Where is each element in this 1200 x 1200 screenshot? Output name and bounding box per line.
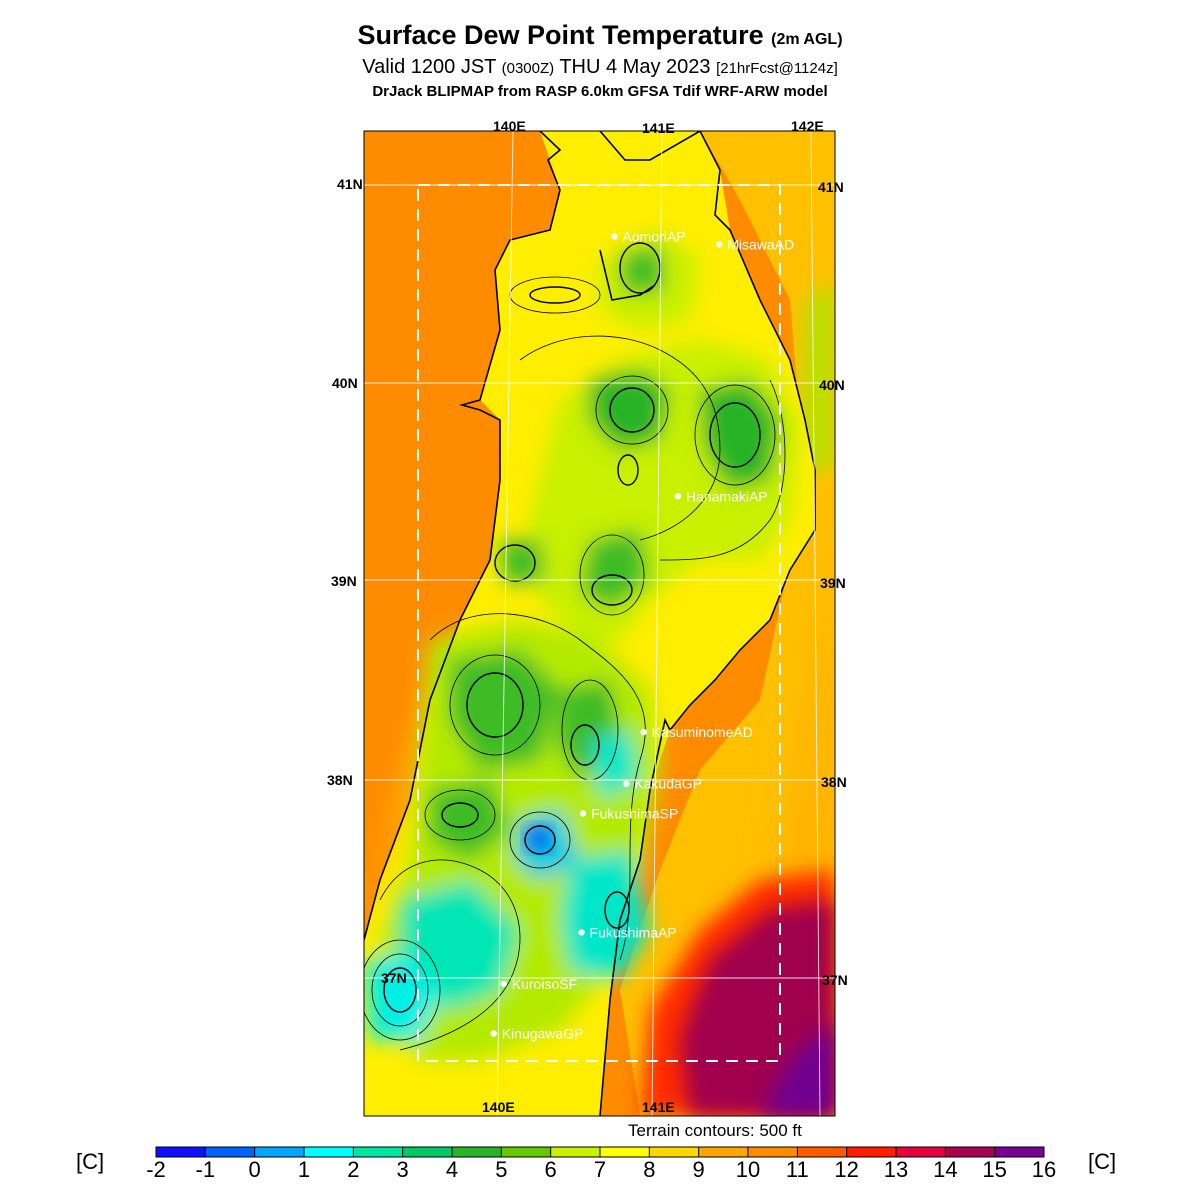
valid-date: THU 4 May 2023: [559, 56, 711, 78]
terrain-contours: [364, 242, 786, 1051]
station-label: HanamakiAP: [686, 488, 768, 504]
lon-label-140e-top: 140E: [493, 118, 526, 134]
terrain-note: Terrain contours: 500 ft: [628, 1121, 802, 1140]
station-marker: [640, 728, 647, 736]
station-label: KinugawaGP: [502, 1026, 584, 1042]
colorbar-tick-label: 15: [982, 1157, 1007, 1182]
station-marker: [674, 493, 682, 500]
lat-label-39n-left: 39N: [331, 573, 357, 589]
colorbar-tick-label: 2: [347, 1157, 360, 1182]
colorbar-tick-label: 10: [735, 1157, 761, 1182]
colorbar-unit-left: [C]: [76, 1149, 105, 1174]
station-label: KakudaGP: [634, 776, 702, 792]
station-label: MisawaAD: [727, 236, 794, 252]
colorbar-swatch: [452, 1147, 502, 1157]
colorbar-swatch: [501, 1147, 552, 1157]
colorbar-swatch: [896, 1147, 946, 1157]
colorbar-swatch: [748, 1147, 798, 1157]
plot-frame: [363, 130, 836, 1117]
coastline-east: [599, 131, 816, 1116]
colorbar-tick-label: 12: [834, 1157, 859, 1182]
valid-time: Valid 1200 JST (0300Z) THU 4 May 2023 [2…: [0, 56, 1200, 79]
valid-utc: (0300Z): [501, 60, 555, 77]
title-suffix: (2m AGL): [771, 31, 843, 48]
inner-domain-box: [417, 184, 781, 1062]
colorbar-swatch: [994, 1147, 1045, 1157]
colorbar-tick-label: 7: [593, 1157, 607, 1182]
lon-label-142e-top: 142E: [791, 118, 824, 134]
station-label: FukushimaSP: [591, 805, 678, 821]
colorbar-swatch: [649, 1147, 700, 1157]
station-marker: [623, 780, 630, 787]
title-main: Surface Dew Point Temperature: [357, 20, 764, 50]
colorbar-swatch: [698, 1147, 749, 1157]
colorbar-tick-label: 3: [396, 1157, 409, 1182]
cold-spot: [529, 829, 547, 847]
station-marker: [579, 810, 587, 817]
colorbar-tick-label: -1: [195, 1157, 216, 1182]
colorbar-tick-label: 0: [248, 1157, 261, 1182]
colorbar-swatch: [304, 1147, 354, 1157]
colorbar-swatch: [600, 1147, 650, 1157]
colorbar-swatch: [353, 1147, 404, 1157]
station-marker: [500, 980, 507, 988]
colorbar-swatch: [205, 1147, 256, 1157]
coastline-west: [364, 131, 562, 941]
colorbar-swatch: [254, 1147, 305, 1157]
sea-east-green: [800, 280, 835, 470]
station-label: KuroisoSF: [512, 976, 577, 992]
lat-label-38n-right: 38N: [821, 774, 847, 790]
station-label: AomoriAP: [623, 229, 686, 245]
station-marker: [578, 929, 585, 936]
lat-label-38n-left: 38N: [327, 772, 353, 788]
colorbar-swatch: [945, 1147, 996, 1157]
graticule: [364, 130, 835, 1117]
model-line: DrJack BLIPMAP from RASP 6.0km GFSA Tdif…: [372, 83, 828, 100]
colorbar-tick-label: 8: [643, 1157, 656, 1182]
colorbar-tick-label: 14: [933, 1157, 958, 1182]
lon-label-141e-top: 141E: [642, 120, 675, 136]
station-marker: [716, 241, 723, 248]
colorbar-tick-label: 4: [445, 1157, 459, 1182]
moist-zones: [364, 230, 800, 1060]
lat-label-37n-left: 37N: [381, 970, 407, 986]
sea-east: [620, 131, 835, 1116]
stations: AomoriAP MisawaAD HanamakiAP KasuminomeAD Ka…: [490, 229, 794, 1042]
station-marker: [611, 233, 618, 240]
colorbar-tick-label: -2: [146, 1157, 166, 1182]
colorbar-tick-label: 16: [1031, 1157, 1057, 1182]
map-field: [364, 131, 835, 1116]
colorbar-tick-label: 13: [883, 1157, 909, 1182]
station-label: KasuminomeAD: [652, 724, 753, 740]
station-label: FukushimaAP: [590, 924, 677, 940]
colorbar-swatch: [846, 1147, 897, 1157]
colorbar-swatch: [402, 1147, 453, 1157]
forecast-tag: [21hrFcst@1124z]: [716, 60, 838, 77]
lat-label-41n-left: 41N: [337, 176, 363, 192]
colorbar: [155, 1146, 1045, 1158]
lat-label-37n-right: 37N: [822, 972, 848, 988]
colorbar-tick-label: 6: [544, 1157, 557, 1182]
colorbar-tick-label: 11: [785, 1157, 809, 1182]
lat-label-41n-right: 41N: [818, 179, 844, 195]
valid-prefix: Valid 1200 JST: [362, 56, 497, 78]
mutsu-bay: [599, 249, 656, 301]
station-marker: [490, 1030, 497, 1037]
lat-label-39n-right: 39N: [820, 575, 846, 591]
lon-label-141e-bottom: 141E: [642, 1099, 675, 1115]
colorbar-swatch: [797, 1147, 848, 1157]
lon-label-140e-bottom: 140E: [482, 1099, 515, 1115]
colorbar-swatch: [550, 1147, 601, 1157]
lat-label-40n-left: 40N: [332, 375, 358, 391]
colorbar-unit-right: [C]: [1088, 1149, 1117, 1174]
colorbar-tick-label: 1: [297, 1157, 311, 1182]
colorbar-tick-label: 9: [692, 1157, 705, 1182]
lat-label-40n-right: 40N: [819, 377, 845, 393]
colorbar-swatch: [156, 1147, 206, 1157]
chart-title: Surface Dew Point Temperature (2m AGL): [0, 20, 1200, 51]
colorbar-tick-label: 5: [495, 1157, 508, 1182]
